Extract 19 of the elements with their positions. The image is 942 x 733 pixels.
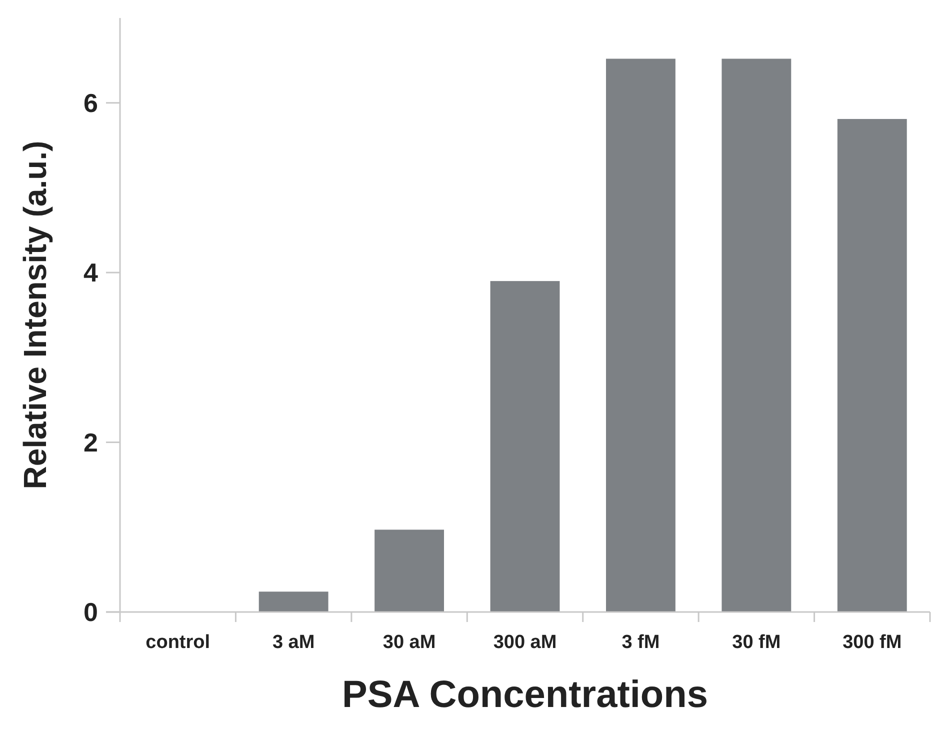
x-tick-label: 300 aM [493, 632, 557, 653]
bar [490, 281, 560, 612]
bar [374, 530, 444, 612]
bar [837, 118, 907, 612]
y-tick-label: 4 [84, 258, 99, 288]
y-tick-label: 6 [84, 88, 98, 118]
x-axis-title: PSA Concentrations [342, 674, 708, 716]
x-tick-label: 300 fM [842, 632, 902, 653]
y-tick-label: 0 [84, 597, 98, 628]
x-tick-label: 30 aM [382, 632, 436, 653]
bar [722, 58, 792, 612]
bar [258, 592, 328, 612]
y-axis-title: Relative Intensity (a.u.) [17, 140, 53, 490]
bar [606, 58, 676, 612]
x-tick-label: 3 fM [622, 632, 660, 653]
x-tick-label: 3 aM [272, 632, 315, 653]
x-tick-label: 30 fM [732, 632, 781, 653]
x-tick-label: control [146, 632, 210, 653]
y-tick-label: 2 [84, 427, 98, 458]
